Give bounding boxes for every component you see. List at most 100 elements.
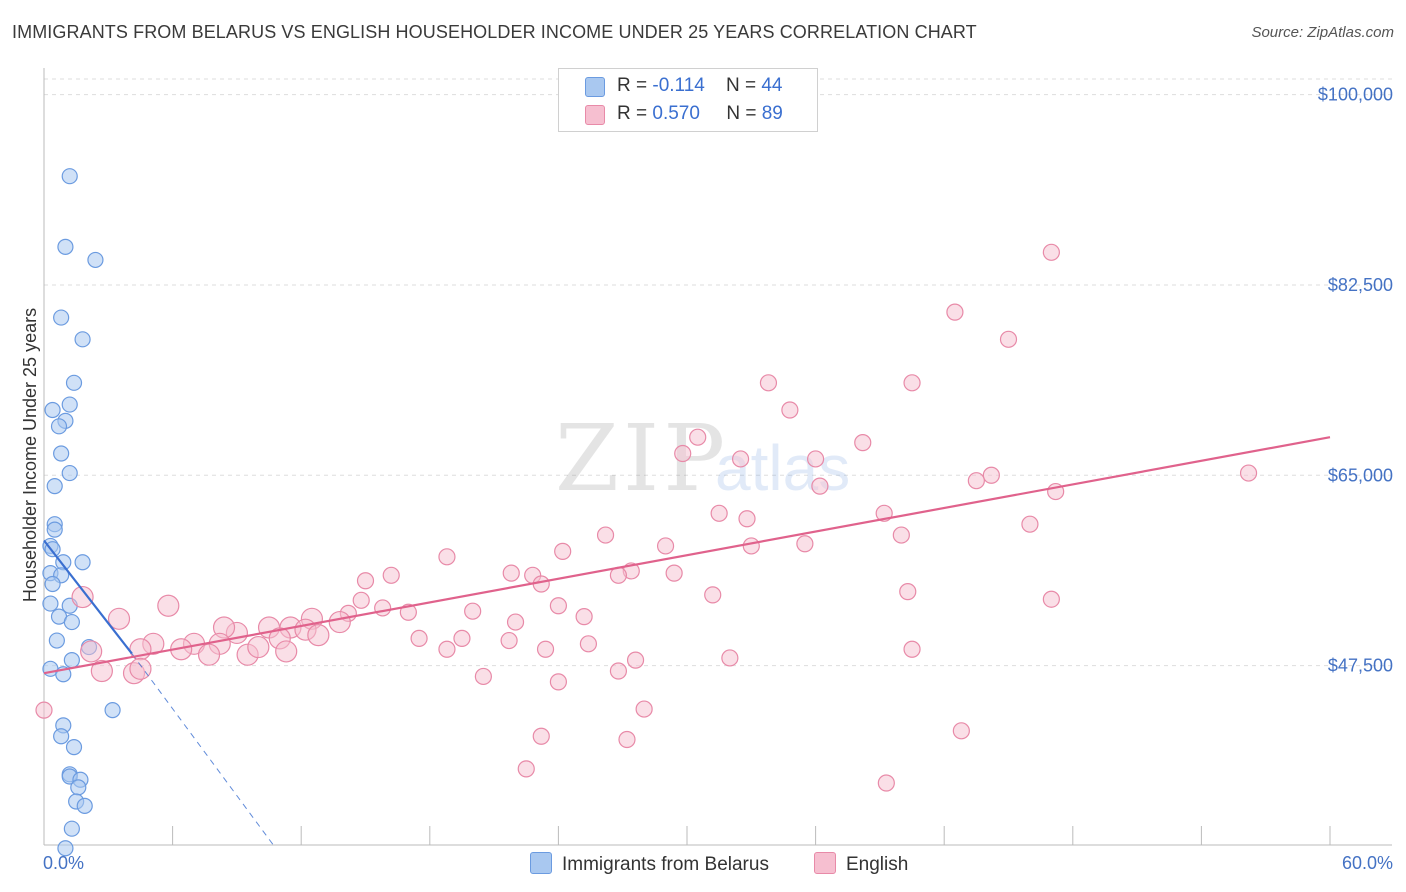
english-point (549, 673, 568, 691)
legend-n-value: 89 (761, 103, 783, 124)
watermark: ZIP atlas (555, 405, 850, 512)
english-point (656, 537, 675, 555)
legend-swatch-blue (585, 77, 605, 97)
chart-title: IMMIGRANTS FROM BELARUS VS ENGLISH HOUSE… (12, 22, 977, 42)
english-point (500, 631, 518, 650)
english-point (71, 585, 94, 609)
english-point (35, 701, 53, 719)
english-point (247, 635, 270, 659)
bottom-legend-label-belarus: Immigrants from Belarus (562, 854, 769, 875)
english-point (410, 629, 428, 647)
english-point (549, 597, 568, 615)
x-tick-max: 60.0% (1342, 853, 1393, 873)
english-point (474, 667, 492, 686)
english-point (806, 450, 825, 468)
belarus-point (57, 238, 74, 255)
english-point (731, 450, 750, 468)
english-point (382, 566, 400, 584)
belarus-trend-line (43, 539, 133, 655)
english-point (626, 651, 645, 669)
series-english-points (35, 243, 1258, 792)
belarus-point (44, 401, 61, 419)
english-point (107, 607, 131, 630)
belarus-point (74, 331, 91, 348)
english-trend-line (43, 436, 1331, 675)
bottom-legend-english: English (814, 852, 908, 876)
english-point (275, 640, 298, 663)
belarus-point (42, 595, 59, 612)
english-point (352, 591, 370, 609)
legend-r-value: 0.570 (652, 103, 700, 124)
english-point (999, 330, 1018, 348)
correlation-legend: R = -0.114 N = 44 R = 0.570 N = 89 (558, 68, 818, 132)
svg-text:ZIP: ZIP (555, 405, 729, 512)
legend-r-value: -0.114 (652, 75, 705, 96)
belarus-point (87, 251, 104, 269)
english-point (982, 466, 1000, 484)
belarus-point (46, 521, 63, 538)
belarus-point (50, 418, 68, 435)
english-point (356, 572, 375, 590)
source-label: Source: ZipAtlas.com (1251, 24, 1394, 41)
english-point (781, 401, 799, 419)
belarus-point (76, 797, 93, 814)
english-point (464, 602, 482, 620)
bottom-legend-label-english: English (846, 854, 909, 875)
english-point (796, 535, 814, 553)
bottom-legend-belarus: Immigrants from Belarus (530, 852, 769, 876)
english-point (532, 727, 550, 745)
english-point (811, 477, 829, 495)
english-point (892, 526, 910, 544)
english-point (704, 586, 722, 604)
legend-n-label: N = (726, 103, 762, 124)
english-point (438, 640, 456, 658)
english-point (721, 649, 739, 667)
english-point (946, 303, 964, 321)
belarus-point (70, 779, 87, 796)
english-point (554, 542, 572, 560)
belarus-point (61, 396, 78, 413)
belarus-point (48, 632, 65, 649)
belarus-point (61, 464, 78, 482)
belarus-point (63, 652, 80, 669)
belarus-point (63, 613, 80, 631)
english-point (374, 599, 392, 617)
english-point (1042, 243, 1060, 261)
english-point (967, 472, 985, 490)
trend-lines (43, 436, 1331, 846)
belarus-point (104, 702, 121, 719)
grid-lines (44, 78, 1392, 667)
belarus-trend-extension (131, 653, 274, 846)
legend-r-label: R = (617, 103, 653, 124)
english-point (952, 722, 970, 740)
belarus-point (65, 739, 83, 756)
belarus-point (53, 445, 70, 462)
english-point (197, 643, 221, 666)
english-point (1239, 464, 1258, 482)
legend-n-value: 44 (761, 75, 783, 96)
belarus-point (57, 840, 74, 857)
belarus-point (46, 478, 63, 495)
belarus-point (53, 309, 70, 326)
english-point (399, 603, 417, 621)
english-point (307, 624, 330, 647)
legend-swatch-pink (585, 105, 605, 125)
belarus-point (65, 374, 83, 391)
english-point (80, 640, 103, 663)
english-point (502, 564, 520, 582)
legend-r-label: R = (617, 75, 653, 96)
english-point (129, 657, 152, 680)
english-point (635, 700, 653, 718)
english-point (453, 629, 471, 647)
series-belarus-points (42, 168, 121, 857)
english-point (759, 374, 778, 392)
belarus-point (61, 168, 78, 185)
y-tick-label: $100,000 (1318, 85, 1393, 105)
belarus-point (53, 728, 70, 745)
belarus-point (44, 575, 61, 593)
english-point (710, 504, 728, 522)
y-tick-label: $47,500 (1328, 656, 1393, 676)
english-point (854, 434, 872, 452)
x-tick-min: 0.0% (43, 853, 84, 873)
